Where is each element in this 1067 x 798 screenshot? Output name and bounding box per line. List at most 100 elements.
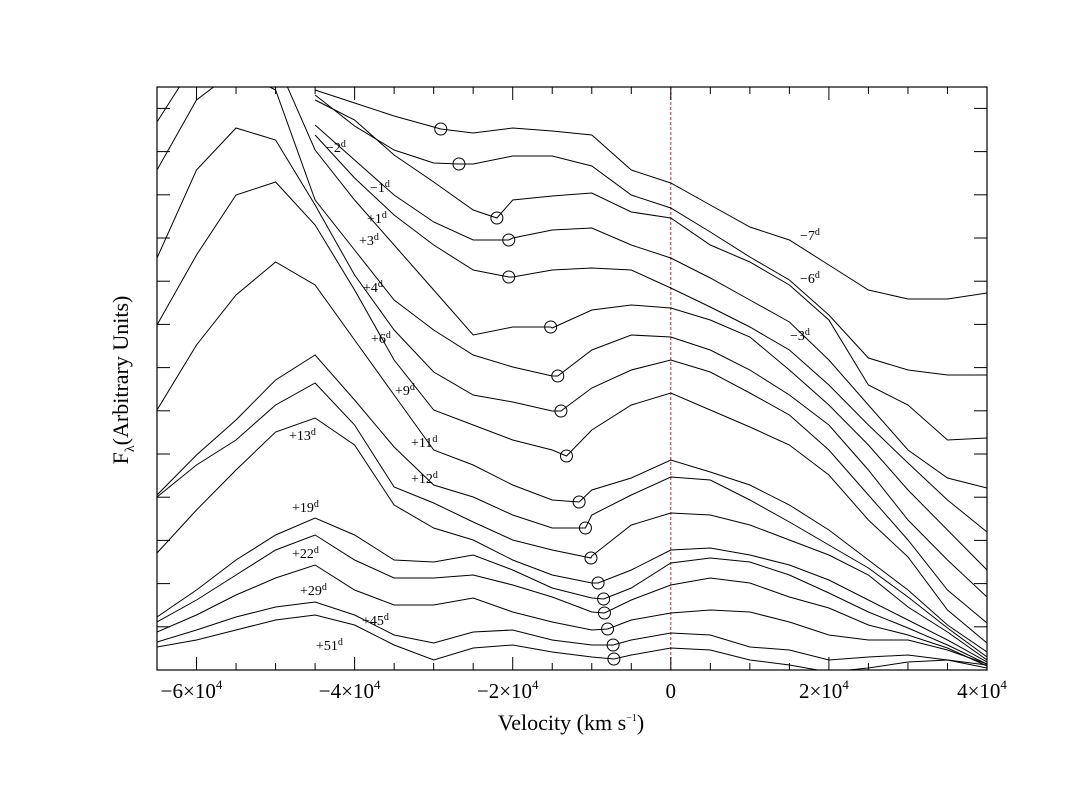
epoch-value: −2 [326, 141, 341, 156]
epoch-value: +19 [292, 501, 314, 516]
absorption-minimum-marker [584, 551, 598, 565]
spectrum-line-3 [314, 99, 987, 441]
epoch-label: −2d [326, 139, 346, 156]
axis-ticks [157, 87, 987, 670]
epoch-unit: d [314, 499, 319, 510]
epoch-value: +3 [359, 234, 374, 249]
absorption-minimum-marker [597, 606, 611, 620]
absorption-minimum-marker [578, 521, 592, 535]
epoch-value: +51 [316, 639, 338, 654]
minimum-markers-layer [434, 122, 621, 666]
epoch-value: +12 [411, 472, 433, 487]
epoch-label: +11d [411, 434, 437, 451]
plot-frame [156, 86, 988, 671]
x-tick-label: 4×104 [957, 677, 1007, 703]
x-tick-label: −6×104 [161, 677, 223, 703]
x-tick-label: 0 [666, 679, 677, 703]
spectrum-line-17 [157, 601, 987, 666]
spectrum-line-16 [157, 564, 987, 665]
epoch-labels: −7d−6d−3d−2d−1d+1d+3d+4d+6d+9d+11d+12d+1… [289, 139, 820, 654]
spectrum-line-7 [157, 87, 987, 598]
absorption-minimum-marker [607, 652, 621, 666]
x-tick-label: −4×104 [319, 677, 381, 703]
epoch-label: +45d [362, 612, 389, 629]
absorption-minimum-marker [502, 270, 516, 284]
epoch-unit: d [432, 434, 437, 445]
epoch-label: +19d [292, 499, 319, 516]
epoch-value: +22 [292, 547, 314, 562]
x-tick-labels: −6×104 −4×104 −2×104 0 2×104 4×104 [161, 677, 1008, 703]
epoch-value: +6 [371, 332, 386, 347]
absorption-minimum-marker [544, 320, 558, 334]
tick-exponent: 4 [532, 677, 539, 692]
x-tick-label: −2×104 [477, 677, 539, 703]
spectrum-line-6 [157, 87, 987, 571]
tick-exponent: 4 [842, 677, 849, 692]
epoch-value: +4 [363, 281, 378, 296]
spectrum-line-10 [157, 261, 987, 653]
epoch-label: +4d [363, 279, 383, 296]
spectra-layer [157, 87, 987, 670]
epoch-unit: d [815, 270, 820, 281]
absorption-minimum-marker [452, 157, 466, 171]
epoch-label: +51d [316, 637, 343, 654]
epoch-unit: d [322, 582, 327, 593]
epoch-unit: d [338, 637, 343, 648]
epoch-value: −7 [800, 229, 815, 244]
epoch-unit: d [374, 232, 379, 243]
epoch-label: −1d [370, 179, 390, 196]
epoch-unit: d [386, 330, 391, 341]
epoch-value: +11 [411, 436, 432, 451]
epoch-unit: d [341, 139, 346, 150]
epoch-unit: d [382, 210, 387, 221]
spectrum-line-11 [157, 354, 987, 658]
spectrum-line-14 [157, 517, 987, 665]
epoch-value: +9 [395, 384, 410, 399]
y-axis-label: Fλ(Arbitrary Units) [108, 296, 138, 465]
tick-mantissa: 0 [666, 679, 677, 703]
spectrum-line-2 [314, 94, 987, 376]
epoch-unit: d [311, 427, 316, 438]
absorption-minimum-marker [559, 449, 573, 463]
tick-exponent: 4 [374, 677, 381, 692]
absorption-minimum-marker [601, 622, 615, 636]
spectrum-line-1 [314, 89, 987, 300]
epoch-label: +13d [289, 427, 316, 444]
tick-mantissa: 4×10 [957, 679, 1000, 703]
spectrum-line-4 [314, 124, 987, 489]
epoch-value: +1 [367, 212, 382, 227]
epoch-unit: d [433, 470, 438, 481]
epoch-unit: d [378, 279, 383, 290]
epoch-label: −7d [800, 227, 820, 244]
epoch-label: +12d [411, 470, 438, 487]
spectrum-line-8 [157, 127, 987, 624]
epoch-value: −1 [370, 181, 385, 196]
epoch-value: −3 [790, 329, 805, 344]
spectrum-line-18 [157, 614, 987, 670]
spectrum-line-9 [157, 181, 987, 644]
absorption-minimum-marker [502, 233, 516, 247]
tick-mantissa: 2×10 [799, 679, 842, 703]
spectrum-line-5 [314, 134, 987, 533]
spectrum-line-15 [157, 534, 987, 667]
epoch-label: +9d [395, 382, 415, 399]
epoch-label: −3d [790, 327, 810, 344]
spectrum-line-12 [157, 382, 987, 661]
absorption-minimum-marker [554, 404, 568, 418]
tick-exponent: 4 [1000, 677, 1007, 692]
epoch-unit: d [385, 179, 390, 190]
absorption-minimum-marker [434, 122, 448, 136]
epoch-label: +6d [371, 330, 391, 347]
absorption-minimum-marker [591, 576, 605, 590]
tick-mantissa: −4×10 [319, 679, 374, 703]
absorption-minimum-marker [606, 638, 620, 652]
epoch-unit: d [815, 227, 820, 238]
epoch-unit: d [314, 545, 319, 556]
absorption-minimum-marker [551, 369, 565, 383]
tick-mantissa: −2×10 [477, 679, 532, 703]
absorption-minimum-marker [597, 592, 611, 606]
epoch-unit: d [410, 382, 415, 393]
epoch-label: +22d [292, 545, 319, 562]
epoch-label: +29d [300, 582, 327, 599]
